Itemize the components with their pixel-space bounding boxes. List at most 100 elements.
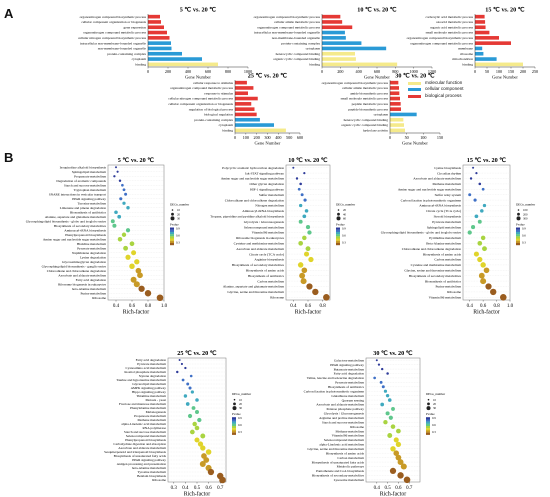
bubble-chart-5-pathway-label: Carbon metabolism (337, 456, 364, 460)
bar-chart-3-bar (475, 20, 486, 24)
bubble-chart-2-pvalue-colorbar-segment (336, 240, 340, 243)
bubble-chart-3-pvalue-legend-title: Pvalue (516, 223, 525, 227)
bubble-chart-3-pvalue-legend-label: 0.9 (522, 227, 526, 231)
bubble-chart-3-pvalue-colorbar-segment (516, 242, 520, 246)
bubble-chart-2-pathway-label: Tropane, piperidine and pyridine alkaloi… (210, 215, 285, 220)
bubble-chart-4-bubble (181, 378, 185, 382)
bar-chart-2-category-label: organic cyclic compound binding (273, 57, 320, 61)
bubble-chart-2-pathway-label: Nitrogen metabolism (255, 204, 284, 208)
bubble-chart-5-pvalue-colorbar-segment (426, 423, 430, 427)
bubble-chart-1-pvalue-legend-label: 0.9 (176, 227, 180, 231)
bar-chart-3-category-label: organonitrogen compound metabolic proces… (410, 41, 474, 45)
bubble-chart-4-title: 25 ℃ vs. 20 ℃ (177, 350, 217, 357)
bubble-chart-2-pathway-label: Other glycan degradation (250, 182, 285, 186)
bubble-chart-5-pvalue-colorbar-segment (426, 430, 430, 433)
bubble-chart-5-pvalue-legend-label: 0.9 (432, 416, 436, 420)
bubble-chart-4-pathway-label: Betalain biosynthesis (137, 474, 167, 478)
bar-chart-2-category-label: cellular amide metabolic process (274, 20, 321, 24)
bar-chart-1-bar (148, 36, 170, 40)
bubble-chart-1-bubble (144, 290, 152, 297)
bubble-chart-5-bubble (393, 437, 399, 443)
bubble-chart-4-bubble (194, 437, 200, 443)
bubble-chart-5-pathway-label: Pentose phosphate pathway (327, 407, 365, 411)
bubble-chart-5-pathway-label: Quorum sensing (342, 398, 365, 402)
bubble-chart-2-bubble (305, 225, 311, 230)
bubble-chart-4-count-legend-label: 30 (239, 406, 243, 410)
bubble-chart-1-pvalue-colorbar-segment (170, 242, 174, 246)
bar-chart-4-category-label: response to stimulus (204, 91, 233, 95)
bubble-chart-4-x-tick-label: 0.5 (194, 486, 201, 491)
bubble-chart-4-pathway-label: Styrene degradation (139, 374, 167, 378)
bubble-chart-3-pathway-label: Sphingolipid metabolism (427, 225, 462, 229)
bubble-chart-1-bubble (131, 250, 137, 256)
bubble-chart-5-pathway-label: Glycine, serine and threonine metabolism (307, 447, 364, 452)
bubble-chart-4-pvalue-colorbar-segment (232, 417, 236, 420)
bar-chart-2-category-label: cytoplasm (306, 47, 321, 51)
bar-chart-5-category-label: cellular amide metabolic process (342, 86, 389, 90)
bubble-chart-5-x-tick-label: 0.7 (406, 486, 413, 491)
bubble-chart-1-bubble (129, 241, 135, 247)
bubble-chart-1-count-legend-label: 10 (177, 208, 181, 212)
bubble-chart-4-bubble (189, 374, 193, 378)
bubble-chart-1-pathway-label: Starch and sucrose metabolism (64, 183, 106, 187)
bubble-chart-2-bubble (299, 182, 302, 186)
bubble-chart-1-pvalue-colorbar-segment (170, 238, 174, 241)
bubble-chart-4-x-tick-label: 0.7 (217, 486, 224, 491)
bubble-chart-4-pathway-label: RNA polymerase (143, 426, 167, 430)
bubble-chart-5-pvalue-legend-title: Pvalue (426, 412, 435, 416)
bubble-chart-2-pathway-label: Glycolysis / Gluconeogenesis (244, 220, 285, 224)
bubble-chart-5-pathway-label: Biosynthesis of antibiotics (328, 385, 365, 389)
bubble-chart-2-pvalue-legend-label: 0.6 (342, 234, 346, 238)
bubble-chart-2-bubble (303, 198, 307, 202)
bubble-chart-3-pathway-label: Pyruvate metabolism (432, 220, 461, 224)
bar-chart-3-x-tick-label: 200 (520, 69, 526, 74)
bubble-chart-1-bubble (114, 210, 118, 215)
bubble-chart-4-bubble (194, 425, 200, 431)
bubble-chart-3-pathway-label: Sulfur relay system (435, 193, 462, 197)
bubble-chart-3-pvalue-colorbar-segment (516, 238, 520, 241)
bubble-chart-4-count-legend-label: 20 (239, 402, 243, 406)
bubble-chart-1-bubble (122, 188, 126, 192)
bubble-chart-2-count-legend-label: 20 (343, 208, 347, 212)
bubble-chart-2-pathway-label: Polycyclic aromatic hydrocarbon degradat… (222, 166, 284, 170)
bar-chart-4-bar (235, 117, 260, 122)
bubble-chart-1-pathway-label: Lysine degradation (80, 255, 106, 259)
bubble-chart-3-pvalue-colorbar-segment (516, 231, 520, 235)
bar-chart-2-x-tick-label: 800 (392, 69, 398, 74)
bubble-chart-5-count-legend-title: DEGs_number (426, 392, 446, 396)
bubble-chart-1-pathway-label: Biosynthesis of secondary metabolites (54, 224, 107, 228)
bar-chart-1-x-tick-label: 1000 (244, 69, 252, 74)
legend-swatch-cc (408, 88, 421, 92)
bar-chart-5-bar (390, 123, 404, 127)
bubble-chart-1-pvalue-colorbar-segment (170, 236, 174, 239)
bubble-chart-2-bubble (299, 272, 306, 279)
bubble-chart-5-pathway-label: Lysosome metabolism (334, 478, 365, 482)
bubble-chart-2-pathway-label: Aminoacyl-tRNA biosynthesis (242, 209, 284, 213)
bubble-chart-5-pathway-label: Arginine and proline metabolism (319, 416, 364, 420)
bubble-chart-3-bubble (467, 230, 472, 235)
bubble-chart-2-bubble (302, 214, 307, 219)
bubble-chart-5-bubble (375, 359, 378, 362)
bubble-chart-1-bubble (129, 263, 135, 269)
bubble-chart-4-bubble (183, 394, 188, 398)
bubble-chart-2-title: 10 ℃ vs. 20 ℃ (288, 157, 328, 164)
bubble-chart-5-bubble (377, 363, 381, 366)
bubble-chart-4-bubble (178, 359, 181, 361)
bubble-chart-2-pathway-label: Sulfur metabolism (259, 193, 285, 197)
bubble-chart-5-count-legend-label: 30 (433, 406, 437, 410)
bubble-chart-5-x-tick-label: 0.5 (384, 486, 391, 491)
bubble-chart-4-bubble (199, 461, 206, 467)
bar-chart-5-bar (390, 96, 400, 101)
bubble-chart-1-count-legend-label: 30 (177, 217, 181, 221)
legend-swatch-bp (408, 94, 421, 98)
bubble-chart-4-pvalue-legend-label: 0.3 (238, 430, 242, 434)
bubble-chart-3-pvalue-legend-label: 0.3 (522, 241, 526, 245)
bubble-chart-2-pathway-label: Citrate cycle (TCA cycle) (249, 252, 284, 256)
bubble-chart-3-bubble (477, 219, 482, 224)
bubble-chart-5-pathway-label: Glycolysis / Gluconeogenesis (324, 412, 365, 416)
bubble-chart-2-pvalue-colorbar-segment (336, 227, 340, 230)
bar-chart-3-bar (475, 30, 490, 35)
bubble-chart-2-pathway-label: Carbon metabolism (257, 279, 284, 283)
bubble-chart-1-pvalue-legend-label: 0.3 (176, 241, 180, 245)
bubble-chart-4-pathway-label: Methane metabolism (137, 418, 166, 422)
